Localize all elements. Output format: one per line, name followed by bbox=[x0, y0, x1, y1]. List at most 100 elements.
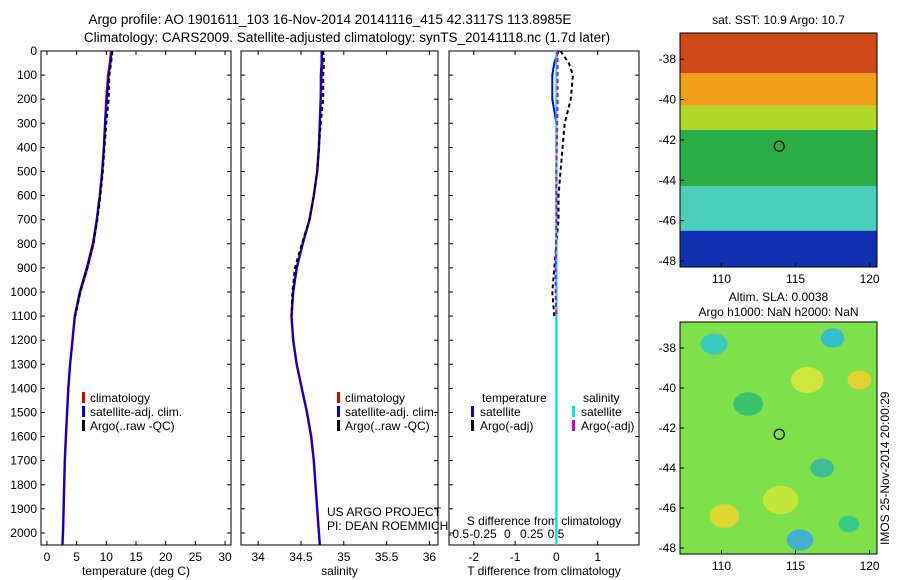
y-tick-label: 900 bbox=[17, 261, 37, 275]
argo-location-marker bbox=[773, 428, 785, 440]
lon-tick-label: 110 bbox=[712, 559, 731, 573]
map-frame bbox=[679, 32, 878, 268]
lat-tick-label: -48 bbox=[659, 541, 677, 555]
y-tick-label: 1100 bbox=[11, 309, 37, 323]
y-tick-label: 500 bbox=[17, 164, 37, 178]
plot-frame bbox=[448, 50, 640, 546]
credit-project: US ARGO PROJECT bbox=[327, 505, 442, 519]
sst-band bbox=[680, 105, 877, 130]
lat-tick-label: -40 bbox=[659, 381, 677, 395]
argo-location-marker bbox=[773, 140, 785, 152]
x-tick-label: 5 bbox=[73, 550, 80, 564]
y-tick-label: 1600 bbox=[10, 430, 37, 444]
legend-swatch-argo bbox=[82, 420, 85, 431]
s-tick-label: -0.5 bbox=[448, 527, 469, 541]
figure-title-line1: Argo profile: AO 1901611_103 16-Nov-2014… bbox=[89, 12, 572, 27]
x-tick-label: 10 bbox=[100, 550, 114, 564]
lon-tick-label: 120 bbox=[860, 559, 880, 573]
sla-anomaly bbox=[791, 366, 824, 394]
difference-profile-panel: -2 -1 0 1-0.5 -0.25 0 0.25 0.5S difference from… bbox=[448, 50, 640, 578]
legend-label-argo-t: Argo(-adj) bbox=[480, 419, 533, 433]
sla-anomaly bbox=[700, 333, 728, 355]
lat-tick-label: -44 bbox=[659, 461, 677, 475]
temperature-profile-panel: 0100200300400500600700800900100011001200… bbox=[10, 44, 232, 578]
legend-label-satellite: satellite-adj. clim. bbox=[345, 405, 437, 419]
sst-band bbox=[680, 186, 877, 231]
legend-label-climatology: climatology bbox=[90, 391, 150, 405]
legend-label-satellite-t: satellite bbox=[480, 405, 521, 419]
y-tick-label: 300 bbox=[17, 116, 37, 130]
sst-band bbox=[680, 73, 877, 106]
map-frame bbox=[679, 321, 878, 555]
legend-swatch-climatology bbox=[82, 392, 85, 403]
x-tick-label: 20 bbox=[159, 550, 173, 564]
legend-label-argo: Argo(..raw -QC) bbox=[345, 419, 430, 433]
sla-anomaly bbox=[762, 485, 799, 515]
legend-label-satellite-s: satellite bbox=[581, 405, 622, 419]
sla-anomaly bbox=[847, 370, 872, 390]
s-axis-label: S difference from climatology bbox=[467, 514, 622, 528]
x-tick-label: -2 bbox=[468, 550, 479, 564]
sla-anomaly bbox=[810, 458, 835, 478]
lon-tick-label: 120 bbox=[860, 272, 880, 286]
legend-header-temperature: temperature bbox=[482, 391, 547, 405]
y-tick-label: 1400 bbox=[10, 381, 37, 395]
lat-tick-label: -42 bbox=[659, 421, 677, 435]
lon-tick-label: 110 bbox=[712, 272, 731, 286]
x-tick-label: 30 bbox=[218, 550, 232, 564]
plot-frame bbox=[40, 50, 232, 546]
series-line-argo-s bbox=[554, 51, 559, 317]
legend-label-argo: Argo(..raw -QC) bbox=[90, 419, 175, 433]
series-line-argo bbox=[290, 51, 326, 317]
y-tick-label: 800 bbox=[17, 237, 37, 251]
x-axis-label: temperature (deg C) bbox=[82, 564, 190, 578]
legend-swatch-argo bbox=[337, 420, 340, 431]
lat-tick-label: -44 bbox=[659, 173, 677, 187]
sla-anomaly bbox=[709, 504, 740, 528]
x-tick-label: 35 bbox=[337, 550, 351, 564]
sla-map-panel: 110 115 120 -38 -40 -42 -44 -46 -48 Altim. SLA: 0… bbox=[659, 290, 880, 573]
map-field bbox=[680, 33, 877, 267]
sla-anomaly bbox=[786, 529, 814, 551]
sst-band bbox=[680, 33, 877, 74]
x-tick-label: 34 bbox=[251, 550, 265, 564]
y-tick-label: 1000 bbox=[10, 285, 37, 299]
map-title: sat. SST: 10.9 Argo: 10.7 bbox=[712, 13, 845, 27]
x-tick-label: 25 bbox=[189, 550, 203, 564]
legend-label-argo-s: Argo(-adj) bbox=[581, 419, 634, 433]
salinity-profile-panel: 34 34.5 35 35.5 36 salinity bbox=[240, 50, 439, 578]
sst-band bbox=[680, 129, 877, 187]
x-tick-label: 34.5 bbox=[289, 550, 313, 564]
series-line-satellite bbox=[61, 51, 113, 545]
x-tick-label: 36 bbox=[423, 550, 437, 564]
timestamp-text: IMOS 25-Nov-2014 20:00:29 bbox=[878, 391, 892, 545]
temperature-legend: climatology satellite-adj. clim. Argo(..… bbox=[82, 391, 182, 433]
y-tick-label: 0 bbox=[30, 44, 37, 58]
legend-swatch-satellite bbox=[337, 406, 340, 417]
legend-label-climatology: climatology bbox=[345, 391, 405, 405]
x-axis-label: T difference from climatology bbox=[467, 564, 621, 578]
y-tick-label: 1700 bbox=[10, 454, 37, 468]
x-tick-label: 1 bbox=[594, 550, 601, 564]
sla-anomaly bbox=[733, 392, 763, 416]
map-subtitle: Argo h1000: NaN h2000: NaN bbox=[698, 305, 858, 319]
lon-tick-label: 115 bbox=[786, 559, 805, 573]
legend-swatch-satellite-t bbox=[471, 406, 474, 417]
x-axis-label: salinity bbox=[321, 564, 358, 578]
map-title: Altim. SLA: 0.0038 bbox=[729, 290, 829, 304]
y-tick-label: 1200 bbox=[10, 333, 37, 347]
y-tick-label: 1800 bbox=[10, 478, 37, 492]
sst-map-panel: 110 115 120 -38 -40 -42 -44 -46 -48 sat. SST: 10.… bbox=[659, 13, 880, 286]
y-tick-label: 700 bbox=[17, 213, 37, 227]
y-tick-label: 1900 bbox=[10, 502, 37, 516]
sla-anomaly bbox=[820, 328, 845, 348]
lat-tick-label: -40 bbox=[659, 93, 677, 107]
series-line-satellite bbox=[290, 51, 323, 545]
legend-swatch-argo-s bbox=[572, 420, 575, 431]
legend-swatch-argo-t bbox=[471, 420, 474, 431]
y-tick-label: 1300 bbox=[10, 357, 37, 371]
s-tick-label: 0.25 bbox=[520, 527, 544, 541]
lon-tick-label: 115 bbox=[786, 272, 805, 286]
figure-title-line2: Climatology: CARS2009. Satellite-adjuste… bbox=[84, 30, 610, 45]
